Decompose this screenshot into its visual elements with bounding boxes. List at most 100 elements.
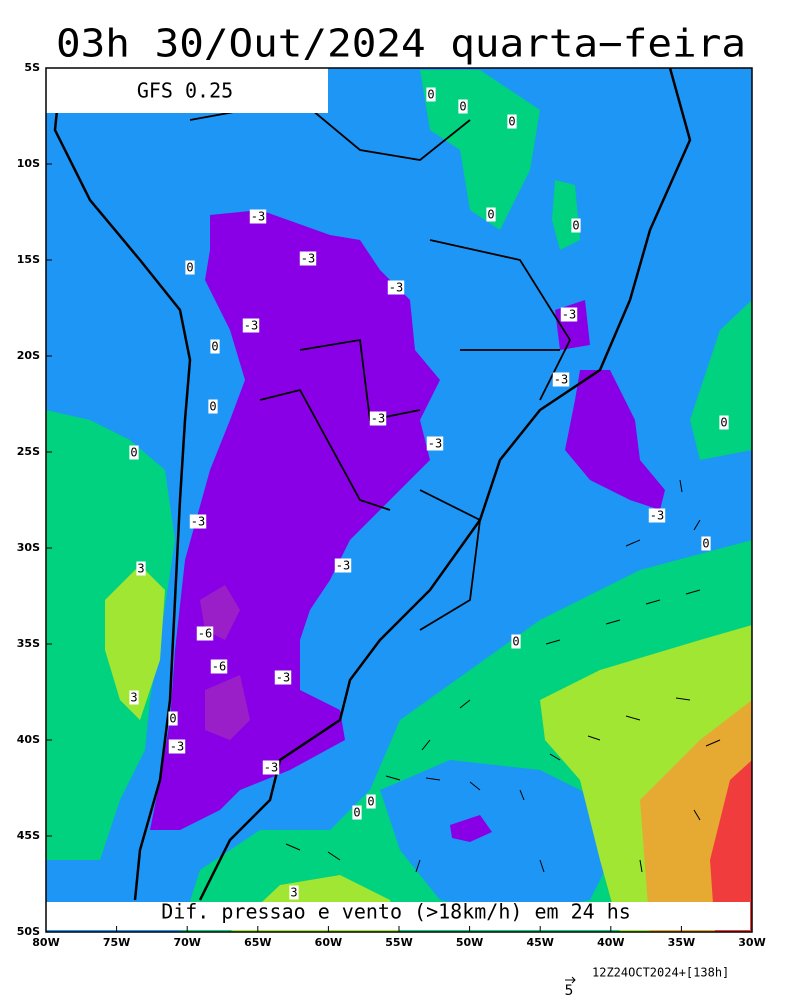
contour-label: 0 (211, 340, 218, 354)
coastline (53, 68, 692, 901)
lat-label: 40S (17, 733, 40, 746)
contour-label-bg (552, 372, 570, 387)
field-green (690, 300, 752, 460)
lon-label: 30W (738, 936, 765, 949)
contour-label-bg (274, 670, 292, 685)
contour-label-bg (571, 218, 581, 233)
contour-label-bg (210, 659, 228, 674)
contour-label: 0 (720, 416, 727, 430)
contour-label-bg (719, 415, 729, 430)
lon-label: 80W (32, 936, 59, 949)
title: 03h 30/Out/2024 quarta−feira (56, 22, 746, 66)
contour-label: -3 (554, 373, 568, 387)
lon-label: 55W (385, 936, 412, 949)
contour-label-bg (366, 794, 376, 809)
model-box (46, 68, 328, 113)
contour-label: 0 (130, 446, 137, 460)
map (46, 68, 752, 932)
lon-label: 65W (244, 936, 271, 949)
contour-label-bg (262, 760, 280, 775)
field-purple (565, 370, 665, 510)
contour-label: -3 (191, 515, 205, 529)
wind-vectors (285, 479, 721, 873)
contour-label: -3 (562, 308, 576, 322)
caption: Dif. pressao e vento (>18km/h) em 24 hs (161, 900, 631, 924)
contour-label-bg (289, 885, 299, 900)
contour-label: -3 (301, 252, 315, 266)
contour-label: -3 (276, 671, 290, 685)
lon-label: 50W (456, 936, 483, 949)
field-purple (450, 815, 492, 842)
lon-label: 35W (668, 936, 695, 949)
run-stamp: 12Z24OCT2024+[138h] (592, 966, 729, 980)
contour-label-bg (511, 634, 521, 649)
contour-label: -3 (336, 559, 350, 573)
field-green (420, 70, 540, 230)
contour-label-bg (426, 87, 436, 102)
contour-label-bg (196, 626, 214, 641)
contour-label: -3 (371, 412, 385, 426)
contour-label: 0 (487, 208, 494, 222)
contour-label-bg (208, 399, 218, 414)
contour-label-bg (352, 805, 362, 820)
field-lightgreen (105, 565, 165, 720)
field-darkpurple (200, 585, 250, 740)
vector-scale: 5 (565, 983, 574, 999)
contour-label: 0 (459, 100, 466, 114)
contour-label-bg (560, 307, 578, 322)
contour-label-bg (242, 318, 260, 333)
lat-label: 5S (24, 61, 40, 74)
contour-label: -6 (212, 660, 226, 674)
contour-label-bg (426, 436, 444, 451)
contour-label: -3 (264, 761, 278, 775)
contour-label: 0 (209, 400, 216, 414)
contour-label-bg (168, 711, 178, 726)
contour-label: 0 (508, 115, 515, 129)
contour-label: 3 (290, 886, 297, 900)
contour-label-bg (185, 260, 195, 275)
lat-label: 45S (17, 829, 40, 842)
borders (189, 99, 572, 631)
contour-label: 0 (702, 537, 709, 551)
contour-label-bg (369, 411, 387, 426)
contour-label: 0 (572, 219, 579, 233)
contour-label-bg (648, 508, 666, 523)
lat-label: 25S (17, 445, 40, 458)
lon-label: 75W (103, 936, 130, 949)
contour-label-bg (129, 690, 139, 705)
lat-label: 30S (17, 541, 40, 554)
lon-label: 40W (597, 936, 624, 949)
lon-label: 70W (173, 936, 200, 949)
contour-label: 0 (169, 712, 176, 726)
contour-label: 0 (367, 795, 374, 809)
contour-label: 0 (186, 261, 193, 275)
lat-label: 35S (17, 637, 40, 650)
contour-label: -3 (428, 437, 442, 451)
lat-label: 50S (17, 925, 40, 938)
lat-label: 10S (17, 157, 40, 170)
contour-label: -6 (198, 627, 212, 641)
contour-label-bg (458, 99, 468, 114)
contour-label: 0 (512, 635, 519, 649)
vector-arrow (565, 976, 576, 984)
contour-label-bg (299, 251, 317, 266)
contour-label: 3 (137, 562, 144, 576)
model-label: GFS 0.25 (137, 79, 233, 103)
contour-label-bg (168, 739, 186, 754)
contour-label-bg (507, 114, 517, 129)
contour-label: 3 (130, 691, 137, 705)
lat-label: 15S (17, 253, 40, 266)
contour-label-bg (334, 558, 352, 573)
contour-label: 0 (427, 88, 434, 102)
contour-label-bg (189, 514, 207, 529)
contour-label: -3 (650, 509, 664, 523)
lon-label: 60W (315, 936, 342, 949)
field-blue (380, 760, 610, 915)
contour-label-bg (486, 207, 496, 222)
contour-label: -3 (389, 281, 403, 295)
contour-label-bg (387, 280, 405, 295)
contour-label: -3 (244, 319, 258, 333)
